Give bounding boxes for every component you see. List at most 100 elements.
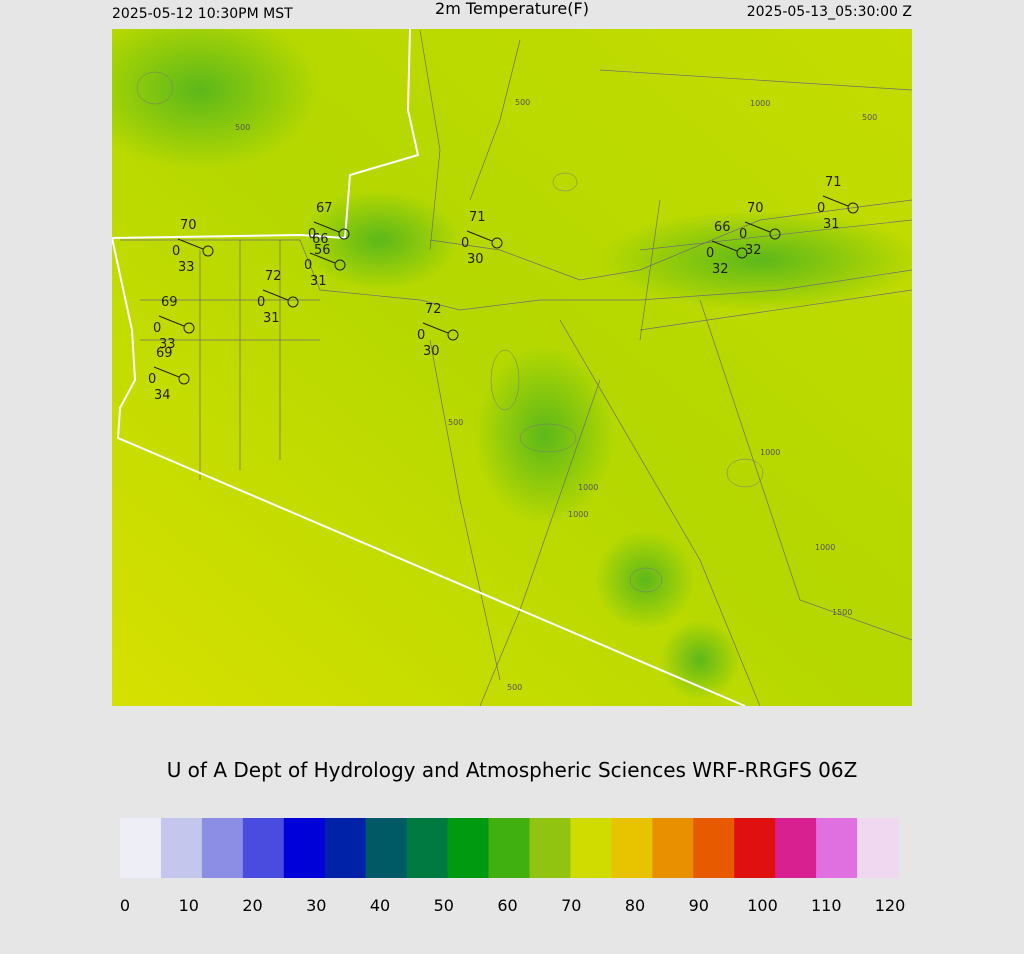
colorbar-swatch: [283, 818, 326, 878]
station-circle: [447, 329, 459, 341]
colorbar-tick-label: 60: [497, 896, 517, 915]
colorbar-swatch: [447, 818, 490, 878]
station-wind: 0: [257, 295, 265, 310]
colorbar: 0 10 20 30 40 50 60 70 80 90 100 110 120: [120, 818, 905, 915]
credit: U of A Dept of Hydrology and Atmospheric…: [167, 758, 858, 782]
station-temperature: 67: [316, 201, 333, 216]
wind-barb: [711, 240, 738, 252]
colorbar-tick-label: 120: [875, 896, 906, 915]
station-wind: 0: [172, 244, 180, 259]
colorbar-swatch: [611, 818, 653, 878]
station-temperature: 72: [265, 269, 282, 284]
contour-label: 1000: [750, 99, 770, 108]
wind-barb: [153, 366, 180, 378]
colorbar-tick-label: 50: [434, 896, 454, 915]
station-circle: [769, 228, 781, 240]
colorbar-swatch: [406, 818, 449, 878]
colorbar-swatch: [488, 818, 530, 878]
station-wind: 0: [461, 236, 469, 251]
colorbar-tick-label: 70: [561, 896, 581, 915]
map: 7003367056660317203171030720306903369034…: [112, 29, 912, 706]
station-wind: 0: [706, 246, 714, 261]
station-dewpoint: 34: [154, 388, 171, 403]
colorbar-swatch: [775, 818, 817, 878]
colorbar-tick-label: 20: [242, 896, 262, 915]
colorbar-tick-label: 90: [689, 896, 709, 915]
station-dewpoint: 31: [263, 311, 280, 326]
station-wind: 0: [817, 201, 825, 216]
wind-barb: [309, 252, 336, 264]
station-circle: [736, 247, 748, 259]
contour-label: 500: [515, 98, 530, 107]
wind-barb: [466, 230, 493, 242]
colorbar-swatch: [652, 818, 694, 878]
station-wind: 0: [739, 227, 747, 242]
utc-time: 2025-05-13_05:30:00 Z: [747, 4, 912, 20]
colorbar-swatch: [365, 818, 408, 878]
station-wind: 0: [304, 258, 312, 273]
station-dewpoint: 30: [467, 252, 484, 267]
station-circle: [334, 259, 346, 271]
local-time: 2025-05-12 10:30PM MST: [112, 6, 293, 22]
contour-label: 1000: [760, 448, 780, 457]
station-circle: [847, 202, 859, 214]
station-temperature: 71: [469, 210, 486, 225]
contour-label: 500: [862, 113, 877, 122]
colorbar-swatch: [324, 818, 367, 878]
colorbar-swatch: [120, 818, 162, 878]
title: 2m Temperature(F): [435, 0, 589, 18]
station-circle: [202, 245, 214, 257]
station-circle: [178, 373, 190, 385]
wind-barb: [422, 322, 449, 334]
colorbar-swatch: [816, 818, 858, 878]
station-wind: 0: [153, 321, 161, 336]
wind-barb: [177, 238, 204, 250]
station-dewpoint: 33: [178, 260, 195, 275]
station-temperature: 69: [161, 295, 178, 310]
station-temperature: 72: [425, 302, 442, 317]
station-wind: 0: [417, 328, 425, 343]
station-temperature: 66: [714, 220, 731, 235]
station-temperature: 71: [825, 175, 842, 190]
station-temperature: 69: [156, 346, 173, 361]
contour-label: 500: [235, 123, 250, 132]
station-circle: [287, 296, 299, 308]
station-wind: 0: [308, 227, 316, 242]
station-dewpoint: 33: [159, 337, 176, 352]
station-temperature: 70: [180, 218, 197, 233]
station-circle: [338, 228, 350, 240]
colorbar-tick-label: 80: [625, 896, 645, 915]
colorbar-swatch: [857, 818, 899, 878]
station-dewpoint: 31: [823, 217, 840, 232]
station-dewpoint: 30: [423, 344, 440, 359]
station-dewpoint: 32: [745, 243, 762, 258]
station-dewpoint: 56: [314, 243, 331, 258]
colorbar-swatch: [693, 818, 735, 878]
colorbar-swatch: [242, 818, 285, 878]
station-temperature: 70: [747, 201, 764, 216]
colorbar-swatch: [160, 818, 203, 878]
colorbar-tick-label: 40: [370, 896, 390, 915]
wind-barb: [158, 315, 185, 327]
wind-barb: [262, 289, 289, 301]
colorbar-swatch: [201, 818, 244, 878]
colorbar-tick-label: 10: [179, 896, 199, 915]
wind-barb: [313, 221, 340, 233]
station-circle: [183, 322, 195, 334]
colorbar-swatch: [529, 818, 571, 878]
contour-label: 1000: [815, 543, 835, 552]
colorbar-tick-label: 100: [747, 896, 778, 915]
contour-label: 1500: [832, 608, 852, 617]
colorbar-swatch: [570, 818, 612, 878]
wind-barb: [822, 195, 849, 207]
colorbar-tick-label: 110: [811, 896, 842, 915]
contour-label: 1000: [568, 510, 588, 519]
contour-label: 500: [448, 418, 463, 427]
colorbar-tick-label: 0: [120, 896, 130, 915]
station-dewpoint: 32: [712, 262, 729, 277]
station-dewpoint: 31: [310, 274, 327, 289]
wind-barb: [744, 221, 771, 233]
colorbar-swatch: [734, 818, 776, 878]
station-temperature: 66: [312, 232, 329, 247]
